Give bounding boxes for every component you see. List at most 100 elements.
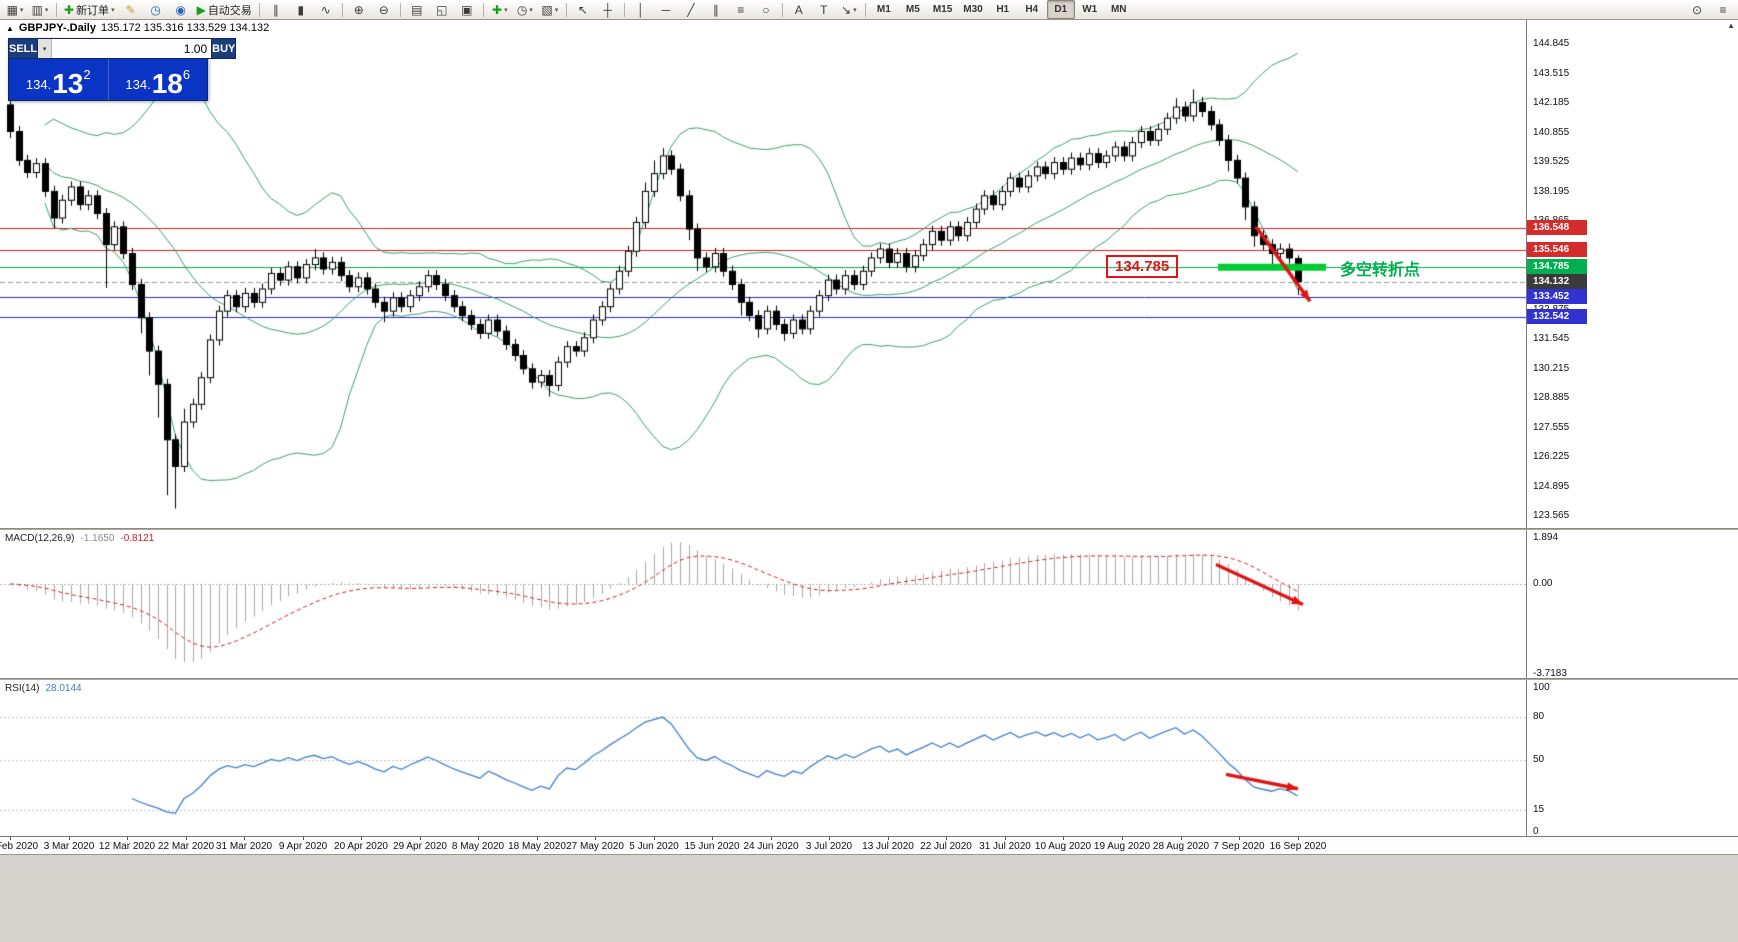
text-button[interactable]: A [787,0,811,19]
pane-separator[interactable] [0,528,1738,530]
shapes-button[interactable]: ○ [754,0,778,19]
templates-button[interactable]: ▧ ▾ [538,0,562,19]
bid-price-badge: 134.132 [1527,273,1587,289]
search-icon: ⊙ [1691,2,1703,17]
date-axis-label: 23 Feb 2020 [0,841,39,852]
timeframe-w1-button[interactable]: W1 [1076,0,1104,19]
chart-symbol: GBPJPY-.Daily [18,22,96,34]
vertical-line-button[interactable]: │ [629,0,653,19]
volume-input[interactable] [52,39,212,58]
auto-arrange-button[interactable]: ◱ [430,0,454,19]
chevron-down-icon: ▾ [19,6,24,14]
macd-canvas[interactable] [0,530,1526,678]
line-chart-icon: ∿ [320,2,331,17]
timeframe-h4-button[interactable]: H4 [1018,0,1046,19]
text-label-button[interactable]: T [812,0,836,19]
templates-icon: ▧ [541,2,553,17]
macd-scale-label: 0.00 [1533,577,1553,589]
periods-icon: ◷ [516,2,528,17]
price-axis-label: 139.525 [1533,156,1570,167]
rsi-scale-label: 15 [1533,804,1545,816]
shapes-icon: ○ [762,2,770,17]
date-tick [478,837,479,840]
horizontal-line-button[interactable]: ─ [654,0,678,19]
fibonacci-button[interactable]: ≡ [729,0,753,19]
date-axis-label: 3 Mar 2020 [43,841,95,852]
pane-separator[interactable] [0,678,1738,680]
metaeditor-button[interactable]: ✎ [119,0,143,19]
timeframe-d1-button[interactable]: D1 [1046,0,1075,19]
date-tick [829,837,830,840]
price-axis-label: 142.185 [1533,97,1570,108]
date-tick [69,837,70,840]
timeframe-m5-button[interactable]: M5 [899,0,927,19]
timeframe-h1-button[interactable]: H1 [989,0,1017,19]
date-tick [420,837,421,840]
candlestick-chart-button[interactable]: ▮ [289,0,313,19]
new-order-button[interactable]: ✚ 新订单 ▾ [61,0,118,19]
indicators-button[interactable]: ✚ ▾ [488,0,512,19]
zoom-in-icon: ⊕ [353,2,364,17]
zoom-in-button[interactable]: ⊕ [347,0,371,19]
periods-button[interactable]: ◷ ▾ [513,0,537,19]
bar-chart-button[interactable]: ∥ [264,0,288,19]
price-axis[interactable]: ▲ 144.845 143.515 142.185 140.855 139.525 138… [1526,20,1738,837]
sell-price-button[interactable]: 134. 13 2 [9,59,108,100]
chart-shift-button[interactable]: ▣ [455,0,479,19]
profiles-button[interactable]: ▥ ▾ [28,0,52,19]
trendline-button[interactable]: ╱ [679,0,703,19]
arrows-button[interactable]: ↘ ▾ [837,0,861,19]
chevron-down-icon: ▾ [554,6,559,14]
price-axis-label: 130.215 [1533,362,1570,374]
toolbar-separator [864,2,866,17]
toolbar-separator [258,2,260,17]
channel-button[interactable]: ∥ [704,0,728,19]
macd-name: MACD(12,26,9) [5,533,75,544]
text-icon: A [794,2,803,17]
metaeditor-icon: ✎ [125,2,136,17]
price-axis-label: 131.545 [1533,333,1570,344]
chevron-down-icon: ▾ [504,6,508,14]
cursor-button[interactable]: ↖ [571,0,595,19]
autotrading-button[interactable]: ▶ 自动交易 [194,0,255,19]
candlestick-chart-icon: ▮ [297,2,305,17]
date-axis-label: 28 Aug 2020 [1152,841,1210,852]
timeframe-m1-button[interactable]: M1 [870,0,898,19]
accounts-button[interactable]: ◉ [169,0,193,19]
timeframe-mn-button[interactable]: MN [1105,0,1133,19]
timeframe-m1-label: M1 [876,4,891,15]
chevron-down-icon: ▾ [44,6,49,14]
rsi-indicator-label: RSI(14) 28.0144 [5,683,82,694]
buy-price-button[interactable]: 134. 18 6 [109,59,208,100]
date-tick [186,837,187,840]
search-button[interactable]: ⊙ [1685,0,1709,19]
rsi-canvas[interactable] [0,680,1526,836]
date-axis-label: 10 Aug 2020 [1034,841,1092,852]
history-center-button[interactable]: ◷ [144,0,168,19]
quick-menu-button[interactable]: ≡ [1711,0,1735,19]
toolbar-right-group: ⊙ ≡ [1685,0,1735,19]
price-axis-label: 124.895 [1533,480,1570,492]
scroll-up-icon[interactable]: ▲ [1727,21,1735,30]
line-chart-button[interactable]: ∿ [314,0,338,19]
volume-dropdown-button[interactable]: ▾ [38,39,53,58]
buy-price-prefix: 134. [125,77,151,92]
sell-price-big: 13 [52,68,84,100]
crosshair-button[interactable]: ┼ [596,0,620,19]
timeframe-m30-button[interactable]: M30 [958,0,987,19]
sell-button[interactable]: SELL [8,38,39,59]
timeframe-m15-button[interactable]: M15 [928,0,957,19]
new-chart-button[interactable]: ▦ ▾ [3,0,27,19]
zoom-out-button[interactable]: ⊖ [372,0,396,19]
price-level-badge: 133.452 [1527,288,1587,304]
history-center-icon: ◷ [150,2,161,17]
timeframe-m15-label: M15 [932,4,953,15]
price-callout-label: 134.785 [1106,255,1179,279]
quick-menu-icon: ≡ [1719,2,1727,17]
zoom-out-icon: ⊖ [378,2,389,17]
tile-windows-button[interactable]: ▤ [405,0,429,19]
date-tick [361,837,362,840]
buy-button[interactable]: BUY [211,38,237,59]
price-chart-canvas[interactable] [0,20,1526,528]
